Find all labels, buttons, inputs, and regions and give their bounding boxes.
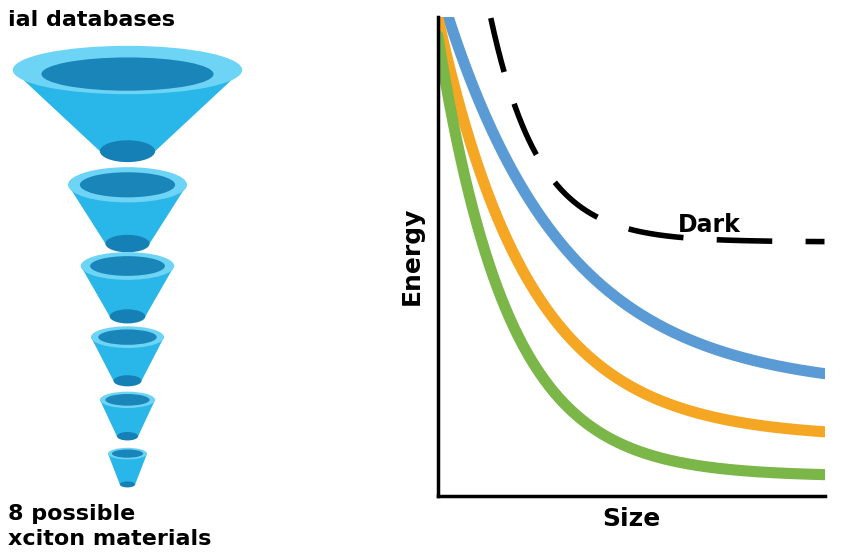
Ellipse shape (105, 394, 150, 405)
Ellipse shape (112, 450, 143, 458)
Ellipse shape (21, 49, 234, 91)
Ellipse shape (90, 256, 165, 276)
Y-axis label: Energy: Energy (400, 207, 424, 305)
Ellipse shape (80, 172, 175, 197)
Ellipse shape (110, 309, 145, 324)
Polygon shape (68, 185, 187, 244)
Ellipse shape (113, 375, 141, 386)
Ellipse shape (81, 252, 174, 280)
Ellipse shape (105, 235, 150, 253)
Polygon shape (100, 400, 155, 436)
Text: Dark: Dark (677, 213, 740, 237)
Ellipse shape (91, 326, 164, 348)
Text: xciton materials: xciton materials (8, 529, 212, 549)
Ellipse shape (100, 140, 155, 162)
Ellipse shape (116, 432, 138, 440)
Ellipse shape (100, 391, 155, 408)
Ellipse shape (42, 58, 213, 91)
Text: ial databases: ial databases (8, 10, 175, 30)
Ellipse shape (13, 46, 242, 94)
Polygon shape (13, 70, 242, 151)
Polygon shape (108, 454, 147, 484)
Ellipse shape (108, 448, 147, 459)
Ellipse shape (68, 167, 187, 203)
Polygon shape (81, 266, 174, 316)
X-axis label: Size: Size (602, 507, 660, 531)
Ellipse shape (120, 482, 135, 487)
Text: 8 possible: 8 possible (8, 504, 136, 524)
Ellipse shape (99, 329, 156, 345)
Polygon shape (91, 337, 164, 381)
